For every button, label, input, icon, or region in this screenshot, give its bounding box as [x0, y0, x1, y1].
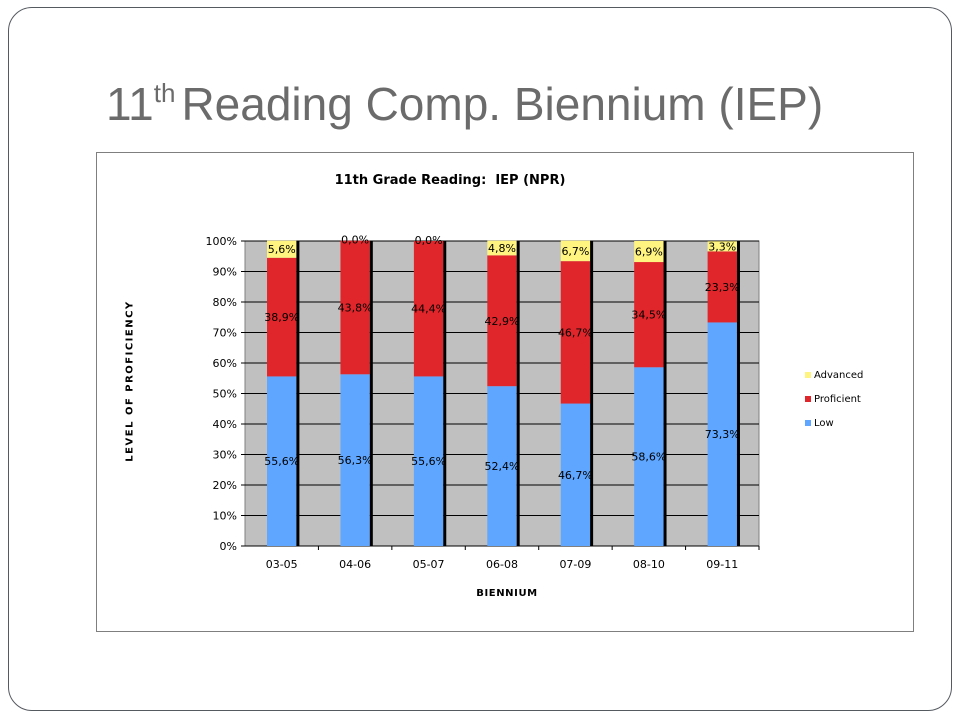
bar-low [340, 374, 370, 546]
x-tick-label: 07-09 [559, 558, 591, 571]
x-tick-label: 08-10 [633, 558, 665, 571]
legend-label: Advanced [814, 369, 864, 381]
bar-shadow [663, 241, 667, 546]
y-tick-label: 60% [213, 357, 237, 370]
title-superscript: th [153, 78, 176, 108]
legend-item-low: Low [805, 417, 863, 429]
bar-low [560, 403, 591, 546]
legend-swatch [805, 420, 811, 426]
y-tick-label: 70% [213, 327, 237, 340]
bar-proficient [634, 262, 664, 368]
chart-legend: Advanced Proficient Low [805, 369, 863, 441]
data-label: 58,6% [631, 451, 666, 464]
chart-container: 0% 10% 20% 30% 40% 50% 60% 70% 80% 90% 100% 55,6% 38… [96, 152, 914, 632]
y-tick-label: 100% [206, 235, 237, 248]
data-label: 38,9% [264, 311, 299, 324]
y-tick-label: 40% [213, 418, 237, 431]
bar-proficient [560, 261, 591, 404]
bar-low [634, 367, 664, 546]
x-tick-label: 05-07 [413, 558, 445, 571]
y-tick-label: 20% [213, 479, 237, 492]
bar-advanced [707, 241, 737, 252]
slide-title: 11th Reading Comp. Biennium (IEP) [106, 80, 823, 127]
bar-proficient [487, 255, 517, 387]
bar-proficient [267, 257, 297, 377]
data-label: 6,9% [635, 246, 663, 259]
chart-title: 11th Grade Reading: IEP (NPR) [334, 173, 566, 188]
data-label: 23,3% [705, 281, 740, 294]
x-tick-label: 04-06 [339, 558, 371, 571]
bar-shadow [516, 240, 520, 546]
bar-advanced [487, 240, 517, 256]
legend-label: Proficient [814, 393, 861, 405]
legend-swatch [805, 396, 811, 402]
x-axis-title: BIENNIUM [476, 588, 538, 599]
bar-low [487, 386, 517, 546]
legend-item-proficient: Proficient [805, 393, 863, 405]
data-label: 5,6% [268, 243, 296, 256]
data-label: 46,7% [558, 326, 593, 339]
bar-advanced [560, 240, 591, 262]
y-tick-label: 80% [213, 296, 237, 309]
data-label: 4,8% [488, 242, 516, 255]
y-tick-label: 50% [213, 388, 237, 401]
y-tick-label: 10% [213, 510, 237, 523]
bar-advanced [634, 241, 664, 263]
data-label: 0,0% [341, 234, 369, 247]
x-tick-label: 03-05 [266, 558, 298, 571]
y-tick-label: 0% [220, 540, 237, 553]
bar-shadow [736, 241, 740, 546]
data-label: 43,8% [338, 301, 373, 314]
bar-shadow [296, 240, 300, 546]
bar-low [267, 376, 297, 546]
bar-proficient [707, 251, 737, 323]
data-label: 0,0% [415, 234, 443, 247]
bar-low [413, 376, 444, 546]
data-label: 55,6% [264, 455, 299, 468]
legend-item-advanced: Advanced [805, 369, 863, 381]
data-label: 3,3% [708, 240, 736, 253]
data-label: 46,7% [558, 469, 593, 482]
bar-advanced [267, 240, 297, 258]
bar-shadow [590, 240, 594, 546]
y-tick-label: 30% [213, 449, 237, 462]
bar-proficient [340, 240, 370, 375]
data-label: 34,5% [631, 309, 666, 322]
y-tick-label: 90% [213, 266, 237, 279]
data-label: 56,3% [338, 454, 373, 467]
legend-swatch [805, 372, 811, 378]
bar-proficient [413, 241, 444, 377]
data-label: 73,3% [705, 428, 740, 441]
data-label: 55,6% [411, 455, 446, 468]
x-tick-label: 09-11 [706, 558, 738, 571]
x-tick-label: 06-08 [486, 558, 518, 571]
data-label: 6,7% [561, 245, 589, 258]
data-label: 42,9% [485, 315, 520, 328]
chart-plot: 0% 10% 20% 30% 40% 50% 60% 70% 80% 90% 100% 55,6% 38… [206, 234, 760, 571]
bar-low [707, 322, 737, 546]
data-label: 52,4% [485, 460, 520, 473]
data-label: 44,4% [411, 303, 446, 316]
bar-shadow [443, 241, 447, 546]
legend-label: Low [814, 417, 834, 429]
title-text: Reading Comp. Biennium (IEP) [181, 78, 824, 130]
bar-shadow [369, 240, 373, 546]
title-number: 11 [106, 78, 154, 130]
